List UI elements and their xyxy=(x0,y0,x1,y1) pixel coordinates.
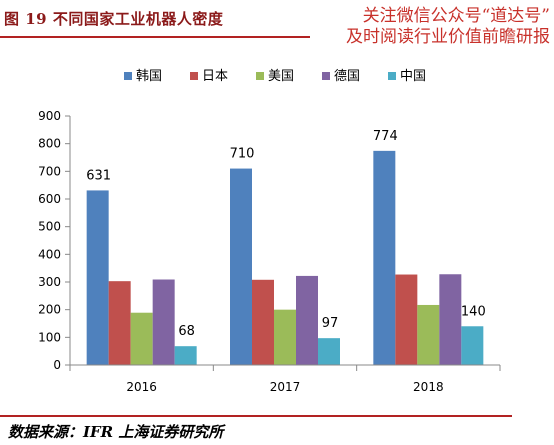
bar-series xyxy=(86,150,484,365)
legend-swatch-2 xyxy=(256,72,264,80)
data-label-0-1: 710 xyxy=(230,147,255,162)
y-tick-label-6: 600 xyxy=(38,192,61,206)
bar-0-0 xyxy=(86,190,109,365)
y-tick-label-2: 200 xyxy=(38,303,61,317)
legend-label-2: 美国 xyxy=(268,69,294,84)
legend-swatch-1 xyxy=(190,72,198,80)
chart-legend: 韩国 日本 美国 德国 中国 xyxy=(124,69,426,84)
y-tick-label-4: 400 xyxy=(38,247,61,261)
x-tick-label-1: 2017 xyxy=(270,380,301,394)
data-label-0-0: 631 xyxy=(86,168,111,183)
title-rule xyxy=(0,36,310,38)
bar-1-0 xyxy=(108,281,131,365)
legend-label-4: 中国 xyxy=(400,69,426,84)
legend-swatch-4 xyxy=(388,72,396,80)
data-label-4-1: 97 xyxy=(322,316,339,331)
bar-1-2 xyxy=(395,274,418,365)
data-label-0-2: 774 xyxy=(373,129,398,144)
bar-2-2 xyxy=(417,304,440,365)
y-tick-label-0: 0 xyxy=(53,358,61,372)
bar-2-0 xyxy=(130,312,153,365)
data-label-4-0: 68 xyxy=(178,324,195,339)
watermark-line-2: 及时阅读行业价值前瞻研报 xyxy=(346,27,550,47)
bar-4-1 xyxy=(318,338,340,365)
source-note: 数据来源：IFR 上海证券研究所 xyxy=(8,423,224,441)
watermark-line-1: 关注微信公众号“道达号” xyxy=(362,6,550,26)
y-tick-label-5: 500 xyxy=(38,220,61,234)
bar-3-2 xyxy=(439,274,462,365)
bar-4-2 xyxy=(461,326,484,365)
bar-3-0 xyxy=(152,279,175,365)
legend-label-0: 韩国 xyxy=(136,69,162,84)
y-tick-label-7: 700 xyxy=(38,164,61,178)
bar-1-1 xyxy=(252,279,274,365)
data-labels: 631 68 710 97 774 140 xyxy=(86,129,485,339)
figure-title: 图 19 不同国家工业机器人密度 xyxy=(4,10,224,28)
bar-0-2 xyxy=(373,150,396,365)
bar-4-0 xyxy=(174,346,197,365)
bar-3-1 xyxy=(296,275,318,365)
legend-swatch-0 xyxy=(124,72,132,80)
y-tick-label-9: 900 xyxy=(38,109,61,123)
bar-2-1 xyxy=(274,309,296,365)
bar-0-1 xyxy=(230,168,252,365)
x-tick-label-0: 2016 xyxy=(126,380,157,394)
data-label-4-2: 140 xyxy=(461,304,486,319)
y-tick-label-3: 300 xyxy=(38,275,61,289)
y-tick-label-1: 100 xyxy=(38,330,61,344)
y-tick-label-8: 800 xyxy=(38,137,61,151)
legend-label-3: 德国 xyxy=(334,69,360,84)
x-axis: 2016 2017 2018 xyxy=(69,364,501,394)
y-axis: 0 100 200 300 400 500 600 700 800 900 xyxy=(38,109,71,372)
legend-swatch-3 xyxy=(322,72,330,80)
legend-label-1: 日本 xyxy=(202,69,228,84)
source-rule xyxy=(0,415,512,417)
x-tick-label-2: 2018 xyxy=(413,380,444,394)
